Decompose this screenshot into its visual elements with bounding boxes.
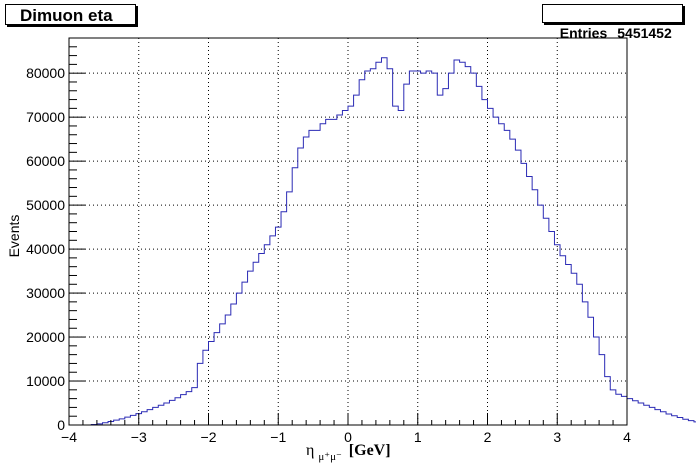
x-axis-label-unit: [GeV] (349, 442, 391, 459)
y-axis-label: Events (6, 215, 22, 258)
y-tick-label: 50000 (26, 197, 65, 213)
y-tick-label: 60000 (26, 153, 65, 169)
x-tick-label: −3 (131, 429, 147, 445)
y-tick-label: 40000 (26, 241, 65, 257)
x-tick-label: −1 (270, 429, 286, 445)
x-axis-label-subscript: μ⁺μ⁻ (318, 451, 342, 463)
x-axis-label-symbol: η (306, 442, 314, 459)
y-tick-label: 0 (57, 417, 65, 433)
y-tick-label: 80000 (26, 65, 65, 81)
histogram-title: Dimuon eta (20, 6, 113, 25)
stats-box: Entries 5451452 (542, 4, 683, 41)
histogram-title-box: Dimuon eta (5, 4, 136, 25)
stats-entries-value: 5451452 (617, 25, 672, 41)
y-tick-label: 30000 (26, 285, 65, 301)
tick-labels: −4 −3 −2 −1 0 1 2 3 4 0 10000 20000 30000 40000 50000 6… (26, 65, 631, 445)
y-tick-label: 70000 (26, 109, 65, 125)
y-tick-label: 20000 (26, 329, 65, 345)
x-tick-label: −4 (61, 429, 77, 445)
grid-lines (69, 38, 627, 425)
axis-ticks (68, 46, 628, 426)
x-tick-label: 2 (484, 429, 492, 445)
x-tick-label: 3 (553, 429, 561, 445)
x-axis-label: η μ⁺μ⁻ [GeV] (306, 442, 391, 464)
x-tick-label: 0 (344, 429, 352, 445)
histogram-series-line (69, 57, 696, 426)
stats-entries-label: Entries (559, 25, 608, 41)
y-tick-label: 10000 (26, 373, 65, 389)
x-tick-label: −2 (201, 429, 217, 445)
x-tick-label: 1 (414, 429, 422, 445)
x-tick-label: 4 (623, 429, 631, 445)
